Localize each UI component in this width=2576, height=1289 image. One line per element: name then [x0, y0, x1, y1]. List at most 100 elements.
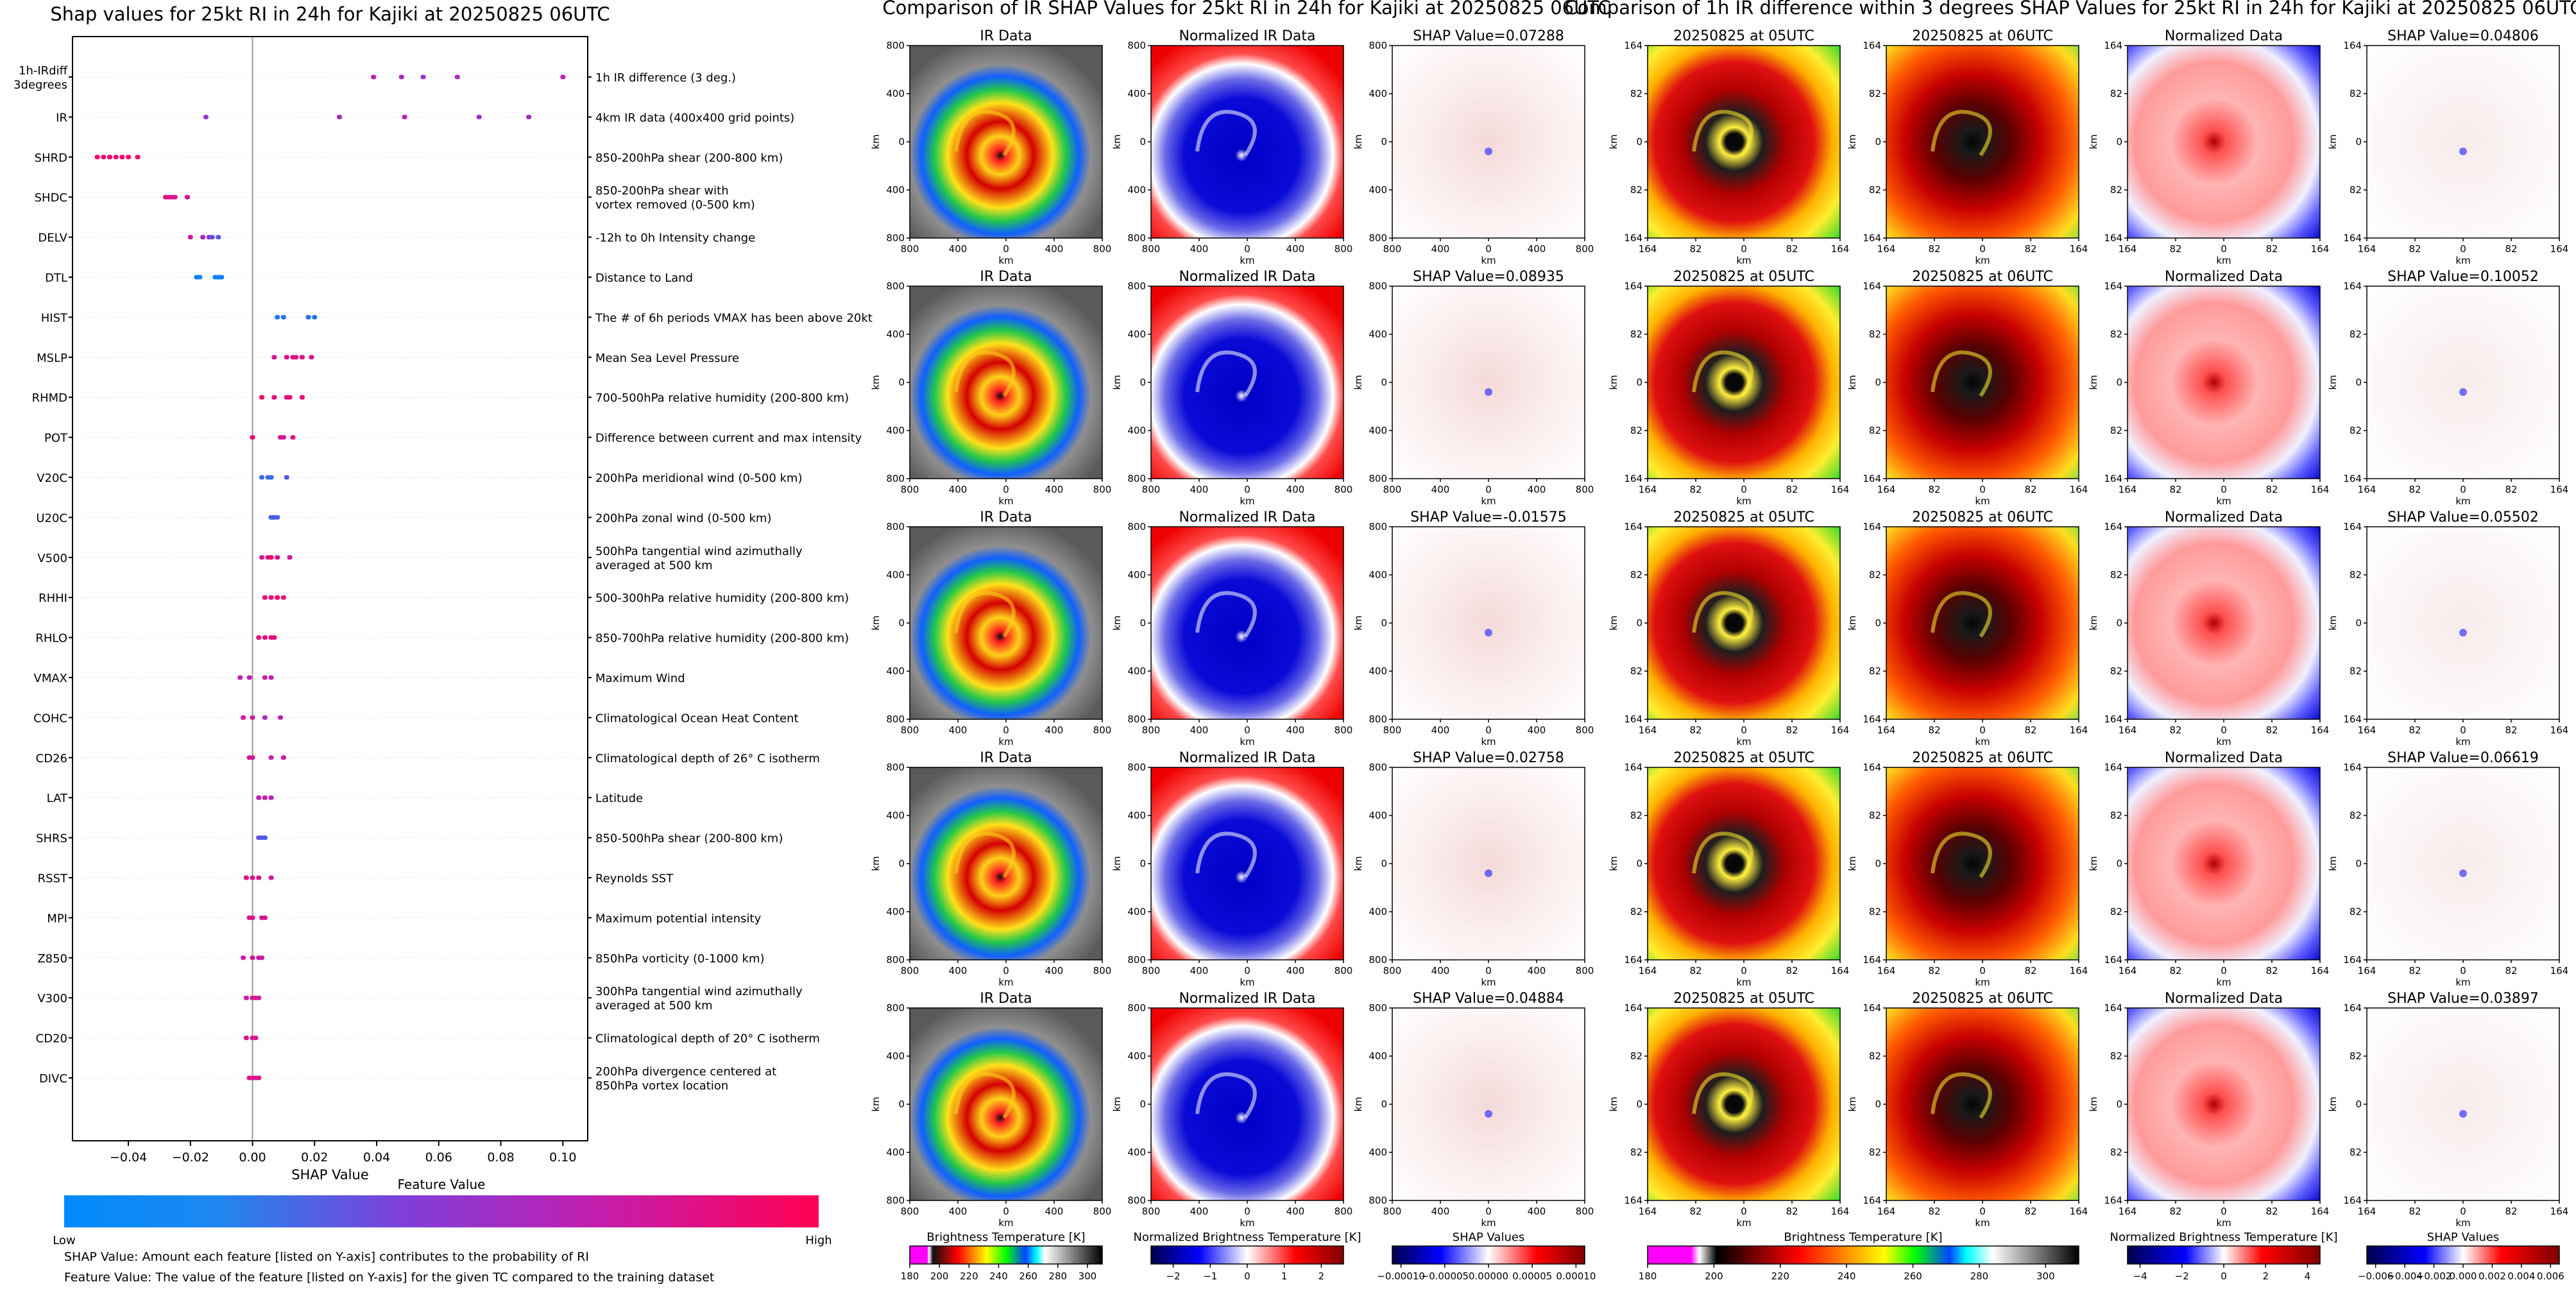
y-tick-label: 82 — [2110, 1147, 2122, 1158]
shap-point — [268, 675, 274, 680]
y-tick-label: 82 — [1630, 425, 1642, 436]
shap-point — [271, 355, 277, 360]
feature-description: Reynolds SST — [595, 872, 674, 885]
subplot-title: Normalized IR Data — [1179, 269, 1315, 285]
x-tick-label: 82 — [1928, 965, 1940, 977]
y-tick-label: 800 — [1369, 232, 1387, 244]
y-axis-label: km — [1608, 375, 1619, 389]
x-tick-label: 82 — [1786, 724, 1798, 736]
subplot-title: IR Data — [980, 509, 1032, 525]
x-tick-label: 0 — [2460, 484, 2466, 495]
y-axis-label: km — [1608, 134, 1619, 149]
x-axis-label: km — [2455, 495, 2470, 507]
x-tick-label: 164 — [1831, 243, 1850, 255]
x-tick-label: 82 — [2265, 1206, 2278, 1217]
y-tick-label: 400 — [886, 569, 905, 581]
y-tick-label: 82 — [2110, 425, 2122, 436]
shap-point — [187, 235, 193, 240]
feature-description: -12h to 0h Intensity change — [595, 232, 755, 245]
subplot-title: 20250825 at 06UTC — [1912, 750, 2053, 766]
y-axis-label: km — [2088, 856, 2099, 871]
feature-description: Climatological depth of 26° C isotherm — [595, 752, 820, 765]
x-tick-label: 164 — [2311, 965, 2330, 977]
y-tick-label: 164 — [1624, 40, 1642, 51]
y-tick-label: 400 — [1369, 569, 1387, 581]
y-tick-label: 164 — [2104, 1195, 2122, 1206]
1h-diff-comparison-title: Comparison of 1h IR difference within 3 … — [1565, 0, 2576, 19]
x-tick-label: 800 — [1093, 484, 1112, 495]
x-axis-label: km — [998, 1217, 1013, 1229]
x-tick-label: 164 — [2119, 1206, 2137, 1217]
feature-description: Mean Sea Level Pressure — [595, 352, 739, 365]
subplot-title: IR Data — [980, 750, 1032, 766]
y-tick-label: 82 — [1630, 569, 1642, 581]
x-tick-label: 400 — [1190, 243, 1209, 255]
y-tick-label: 164 — [2343, 40, 2362, 51]
x-tick-label: 800 — [1335, 724, 1353, 736]
y-tick-label: 400 — [886, 1147, 905, 1158]
shap-point — [243, 875, 249, 880]
shap-point — [250, 715, 255, 720]
shap-point — [241, 715, 246, 720]
t2-image — [1886, 1008, 2079, 1200]
1h-shap-colorbar-label: SHAP Values — [2427, 1231, 2500, 1244]
x-tick-label: 164 — [2358, 724, 2376, 736]
colorbar-tick-label: 1 — [1281, 1270, 1288, 1282]
y-tick-label: 164 — [1624, 473, 1642, 484]
x-tick-label: 82 — [1689, 243, 1702, 255]
y-axis-label: km — [2088, 134, 2099, 149]
t1-image — [1648, 767, 1840, 960]
x-tick-label: 800 — [1142, 484, 1161, 495]
colorbar-tick-label: −0.006 — [2358, 1270, 2394, 1282]
feature-label: V20C — [37, 472, 67, 485]
shap-summary-axes — [72, 36, 588, 1141]
shap-point — [284, 475, 289, 480]
shap2-image — [2367, 767, 2559, 960]
colorbar-tick-label: −2 — [1166, 1270, 1181, 1282]
feature-description: 500-300hPa relative humidity (200-800 km… — [595, 592, 849, 605]
x-tick-label: 164 — [2070, 243, 2088, 255]
shap-point — [271, 395, 277, 400]
feature-description: 4km IR data (400x400 grid points) — [595, 111, 794, 124]
feature-label: CD20 — [36, 1032, 67, 1046]
y-tick-label: 800 — [886, 232, 905, 244]
y-tick-label: 82 — [1869, 1050, 1881, 1062]
x-tick-label: 164 — [2119, 724, 2137, 736]
shap2-image — [2367, 46, 2559, 238]
x-tick-label: 400 — [1045, 724, 1064, 736]
subplot-title: Normalized IR Data — [1179, 991, 1315, 1007]
x-tick-label: 0 — [2221, 1206, 2227, 1217]
shap-point — [197, 275, 203, 280]
x-axis-label: km — [998, 495, 1013, 507]
colorbar-tick-label: 0.00010 — [1556, 1270, 1596, 1282]
x-tick-label: 164 — [2358, 1206, 2376, 1217]
y-tick-label: 164 — [1624, 1002, 1642, 1014]
feature-label: U20C — [36, 511, 67, 525]
x-tick-label: 800 — [1383, 1206, 1402, 1217]
feature-description: 300hPa tangential wind azimuthally — [595, 985, 803, 998]
colorbar-tick-label: 180 — [1639, 1270, 1657, 1282]
y-axis-label: km — [1111, 134, 1123, 149]
y-tick-label: 82 — [2350, 1050, 2362, 1062]
y-axis-label: km — [1352, 615, 1364, 630]
y-tick-label: 82 — [1630, 1147, 1642, 1158]
y-tick-label: 800 — [1369, 762, 1387, 773]
colorbar-tick-label: 2 — [1318, 1270, 1325, 1282]
x-tick-label: 400 — [1286, 1206, 1305, 1217]
subplot-title: Normalized IR Data — [1179, 28, 1315, 44]
y-tick-label: 82 — [1630, 1050, 1642, 1062]
x-tick-label: 0 — [1244, 243, 1250, 255]
x-tick-label: 164 — [1877, 1206, 1896, 1217]
y-tick-label: 800 — [1127, 232, 1146, 244]
subplot-title: 20250825 at 05UTC — [1673, 750, 1814, 766]
y-axis-label: km — [1352, 375, 1364, 389]
x-axis-label: km — [2216, 736, 2231, 747]
x-tick-label: 0 — [1003, 484, 1009, 495]
y-tick-label: 800 — [1369, 473, 1387, 484]
feature-label: IR — [56, 111, 67, 124]
x-tick-label: 0 — [1979, 243, 1986, 255]
subplot-title: SHAP Value=0.04884 — [1413, 991, 1564, 1007]
y-tick-label: 164 — [1863, 232, 1881, 244]
feature-description: 200hPa divergence centered at — [595, 1065, 776, 1079]
